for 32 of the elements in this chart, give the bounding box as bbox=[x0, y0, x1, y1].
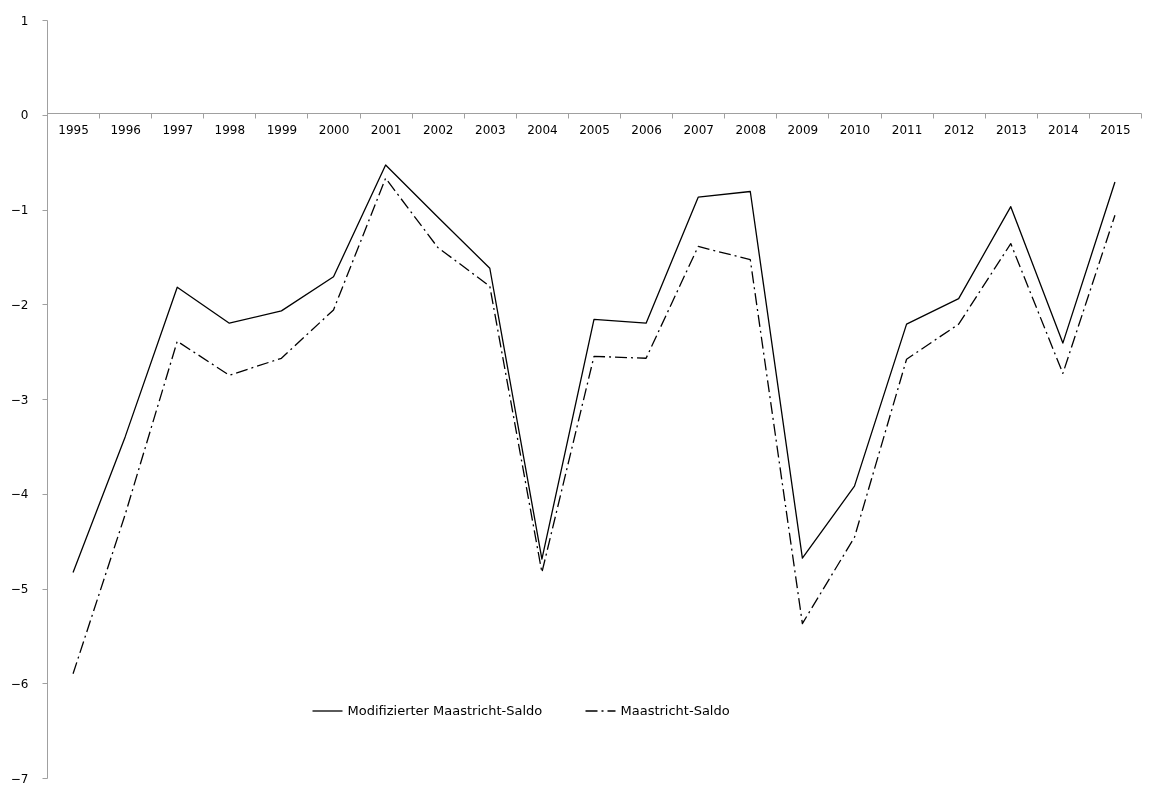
x-tick-label: 2010 bbox=[839, 122, 871, 137]
x-tick-label: 2015 bbox=[1100, 122, 1131, 137]
x-tick-label: 2005 bbox=[579, 122, 610, 137]
x-tick-label: 2012 bbox=[943, 122, 975, 137]
x-tick-label: 2006 bbox=[631, 122, 662, 137]
x-tick-label: 1998 bbox=[214, 122, 246, 137]
x-tick-label: 2003 bbox=[475, 122, 506, 137]
y-tick-label: −5 bbox=[10, 582, 29, 596]
y-tick-label: −3 bbox=[10, 392, 29, 407]
y-tick-label: −2 bbox=[10, 297, 29, 312]
x-tick-label: 2014 bbox=[1048, 122, 1079, 137]
x-tick-label: 2004 bbox=[527, 122, 558, 137]
y-tick-label: 0 bbox=[20, 108, 29, 123]
x-tick-label: 2013 bbox=[995, 122, 1027, 137]
legend-label: Maastricht-Saldo bbox=[620, 703, 730, 718]
x-tick-label: 2000 bbox=[318, 122, 350, 137]
x-tick-label: 2001 bbox=[370, 122, 402, 137]
x-tick-label: 2002 bbox=[422, 122, 454, 137]
x-tick-label: 2007 bbox=[683, 122, 714, 137]
x-tick-label: 1995 bbox=[58, 122, 89, 137]
x-tick-label: 2011 bbox=[891, 122, 923, 137]
y-tick-label: 1 bbox=[20, 13, 29, 28]
x-tick-label: 2008 bbox=[735, 122, 767, 137]
x-tick-label: 1997 bbox=[162, 122, 194, 137]
y-tick-label: −7 bbox=[10, 771, 29, 786]
x-tick-label: 1996 bbox=[110, 122, 141, 137]
x-tick-label: 1999 bbox=[266, 122, 298, 137]
legend-label: Modifizierter Maastricht-Saldo bbox=[347, 703, 543, 718]
y-tick-label: −1 bbox=[10, 203, 29, 217]
x-tick-label: 2009 bbox=[787, 122, 819, 137]
y-tick-label: −6 bbox=[10, 676, 29, 691]
y-tick-label: −4 bbox=[10, 487, 29, 502]
